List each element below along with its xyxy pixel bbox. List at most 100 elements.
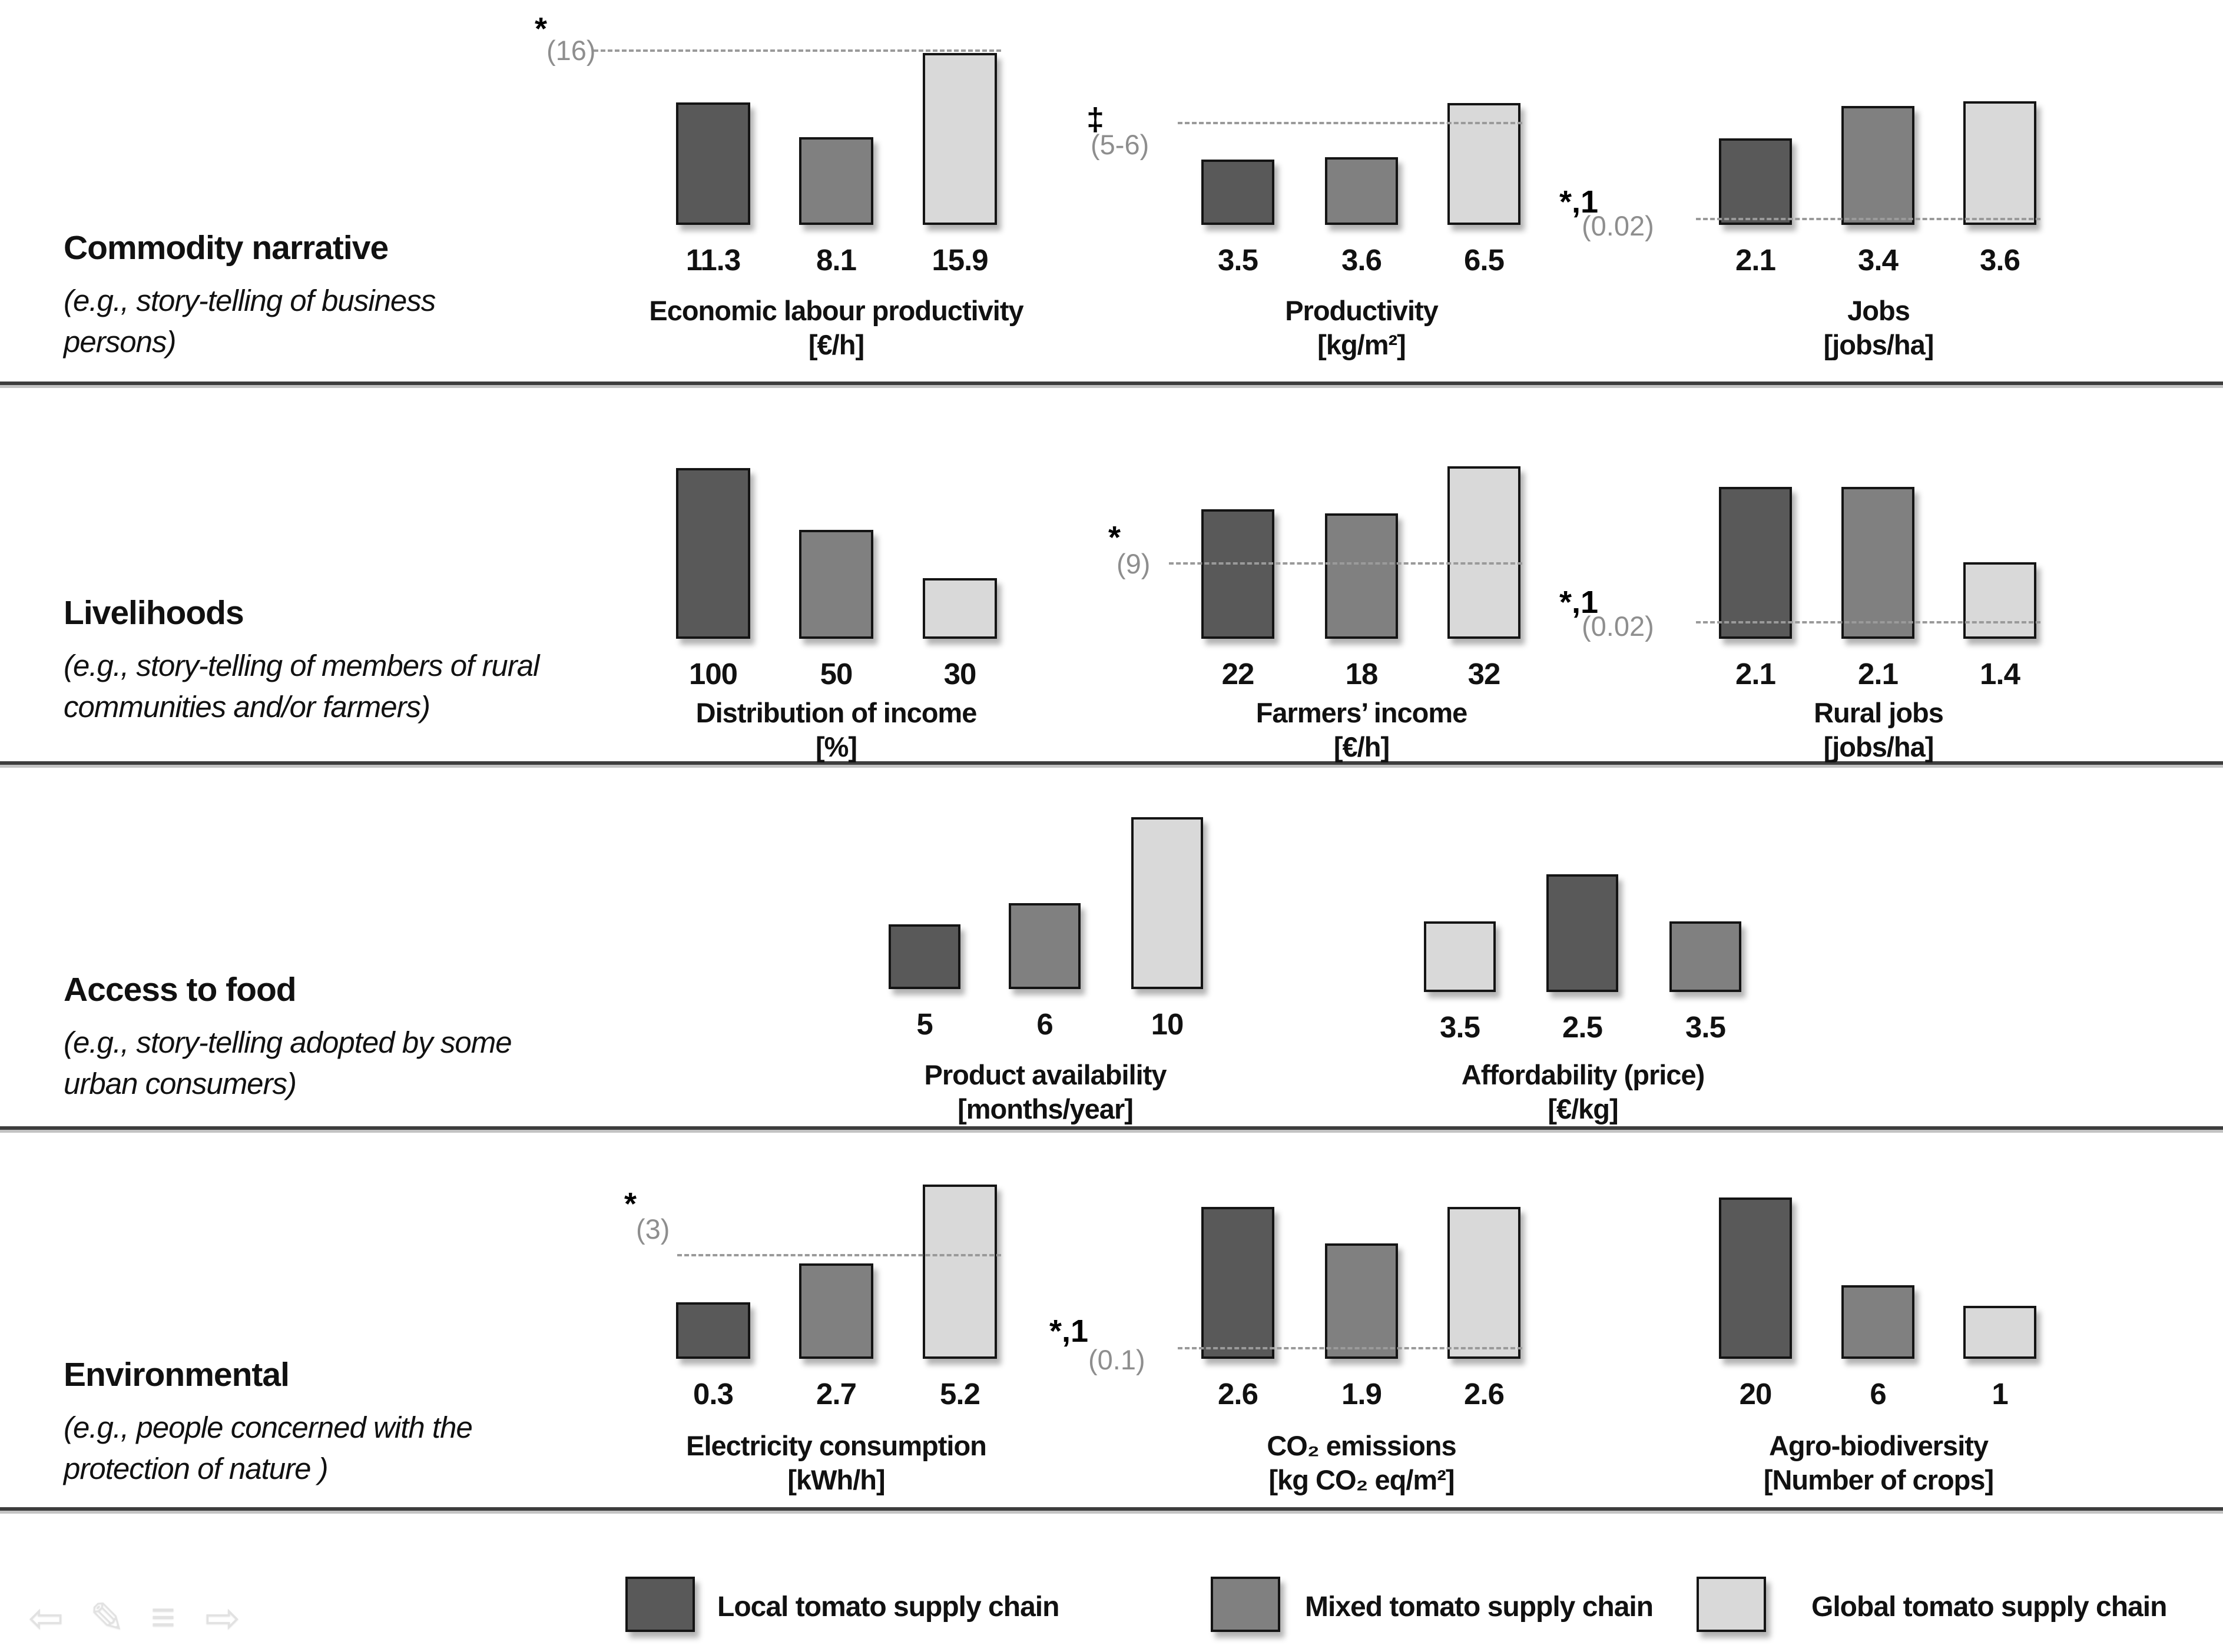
row-divider <box>0 1126 2223 1133</box>
bar-economic_labour_productivity-1 <box>799 137 873 225</box>
row-title: Livelihoods <box>64 594 244 632</box>
bar-value-label: 1.4 <box>1980 657 2020 691</box>
chart-title-affordability_price: Affordability (price) <box>1461 1059 1705 1090</box>
annotation-reference-value-productivity: (5-6) <box>1091 129 1149 160</box>
chart-title-distribution_of_income: Distribution of income <box>695 697 978 728</box>
row-label-environmental: Environmental (e.g., people concerned wi… <box>64 1355 511 1490</box>
bar-value-label: 11.3 <box>685 243 741 277</box>
annotation-reference-value-co2_emissions: (0.1) <box>1088 1344 1145 1375</box>
reference-dashed-line-jobs <box>1696 218 2040 220</box>
bar-value-label: 10 <box>1151 1007 1184 1041</box>
bar-value-label: 32 <box>1467 657 1501 691</box>
legend-label-local: Local tomato supply chain <box>717 1591 1059 1623</box>
bar-jobs-0 <box>1719 138 1792 225</box>
bar-value-label: 3.5 <box>1685 1010 1726 1044</box>
bar-value-label: 2.5 <box>1562 1010 1603 1044</box>
annotation-symbol-economic_labour_productivity: * <box>535 11 548 47</box>
row-label-livelihoods: Livelihoods (e.g., story-telling of memb… <box>64 593 552 728</box>
chart-unit-productivity: [kg/m²] <box>1317 329 1406 360</box>
chart-unit-affordability_price: [€/kg] <box>1548 1093 1618 1124</box>
bar-jobs-2 <box>1963 101 2036 225</box>
row-subtitle: (e.g., people concerned with the protect… <box>64 1411 473 1486</box>
row-label-access-to-food: Access to food (e.g., story-telling adop… <box>64 970 541 1105</box>
row-divider <box>0 382 2223 388</box>
bar-rural_jobs-2 <box>1963 562 2036 639</box>
bar-value-label: 3.6 <box>1980 243 2020 277</box>
legend-swatch-global <box>1697 1577 1766 1632</box>
reference-dashed-line-productivity <box>1178 122 1522 124</box>
bar-affordability_price-2 <box>1669 921 1741 992</box>
bar-productivity-1 <box>1325 157 1398 225</box>
forward-arrow-icon[interactable]: ⇨ <box>205 1595 241 1642</box>
bar-value-label: 6.5 <box>1464 243 1505 277</box>
bar-value-label: 2.6 <box>1464 1377 1505 1411</box>
bar-value-label: 100 <box>688 657 738 691</box>
chart-title-agro_biodiversity: Agro-biodiversity <box>1768 1430 1989 1461</box>
bar-farmers_income-0 <box>1201 509 1274 639</box>
bar-affordability_price-0 <box>1424 921 1496 992</box>
chart-title-product_availability: Product availability <box>924 1059 1167 1090</box>
bar-product_availability-1 <box>1009 903 1081 989</box>
bar-value-label: 6 <box>1870 1377 1886 1411</box>
bar-economic_labour_productivity-0 <box>676 102 750 225</box>
menu-icon[interactable]: ≡ <box>151 1594 176 1641</box>
bar-economic_labour_productivity-2 <box>923 53 997 225</box>
annotation-reference-value-rural_jobs: (0.02) <box>1582 611 1654 642</box>
bar-agro_biodiversity-2 <box>1963 1306 2036 1359</box>
bar-value-label: 2.6 <box>1218 1377 1258 1411</box>
chart-unit-jobs: [jobs/ha] <box>1823 329 1934 360</box>
row-subtitle: (e.g., story-telling of business persons… <box>64 284 436 359</box>
legend-swatch-local <box>625 1577 695 1632</box>
bar-value-label: 1.9 <box>1341 1377 1382 1411</box>
chart-unit-distribution_of_income: [%] <box>815 731 857 762</box>
row-title: Access to food <box>64 971 297 1009</box>
row-subtitle: (e.g., story-telling of members of rural… <box>64 649 539 724</box>
bar-co2_emissions-2 <box>1447 1207 1520 1359</box>
chart-unit-economic_labour_productivity: [€/h] <box>808 329 864 360</box>
bar-affordability_price-1 <box>1546 874 1618 992</box>
annotation-symbol-jobs: *,1 <box>1559 184 1599 220</box>
bar-value-label: 2.7 <box>816 1377 857 1411</box>
reference-dashed-line-farmers_income <box>1169 562 1522 565</box>
annotation-reference-value-farmers_income: (9) <box>1117 548 1151 579</box>
back-arrow-icon[interactable]: ⇦ <box>28 1595 64 1642</box>
bar-electricity_consumption-0 <box>676 1302 750 1359</box>
row-label-commodity-narrative: Commodity narrative (e.g., story-telling… <box>64 228 488 363</box>
annotation-symbol-rural_jobs: *,1 <box>1559 585 1599 620</box>
bar-rural_jobs-0 <box>1719 487 1792 639</box>
bar-distribution_of_income-2 <box>923 578 997 639</box>
reference-dashed-line-rural_jobs <box>1696 621 2040 623</box>
bar-value-label: 18 <box>1345 657 1379 691</box>
bar-value-label: 8.1 <box>816 243 857 277</box>
annotation-symbol-productivity: ‡ <box>1086 102 1105 137</box>
row-title: Environmental <box>64 1356 290 1394</box>
legend-label-global: Global tomato supply chain <box>1811 1591 2167 1623</box>
bar-co2_emissions-1 <box>1325 1243 1398 1359</box>
pen-icon[interactable]: ✎ <box>90 1595 125 1642</box>
bar-value-label: 3.5 <box>1218 243 1258 277</box>
row-divider <box>0 761 2223 768</box>
bar-value-label: 5 <box>916 1007 933 1041</box>
annotation-reference-value-economic_labour_productivity: (16) <box>546 35 596 66</box>
bar-value-label: 22 <box>1221 657 1255 691</box>
bar-value-label: 3.5 <box>1440 1010 1480 1044</box>
bar-product_availability-0 <box>889 924 960 989</box>
row-divider <box>0 1507 2223 1514</box>
bar-rural_jobs-1 <box>1841 487 1914 639</box>
bar-co2_emissions-0 <box>1201 1207 1274 1359</box>
bar-farmers_income-2 <box>1447 466 1520 639</box>
bar-distribution_of_income-0 <box>676 468 750 639</box>
bar-value-label: 20 <box>1739 1377 1773 1411</box>
chart-unit-product_availability: [months/year] <box>958 1093 1134 1124</box>
bar-agro_biodiversity-1 <box>1841 1285 1914 1359</box>
row-subtitle: (e.g., story-telling adopted by some urb… <box>64 1026 512 1101</box>
chart-unit-co2_emissions: [kg CO₂ eq/m²] <box>1268 1464 1455 1495</box>
annotation-symbol-co2_emissions: *,1 <box>1049 1313 1089 1349</box>
bar-electricity_consumption-2 <box>923 1185 997 1359</box>
annotation-symbol-farmers_income: * <box>1108 520 1121 555</box>
chart-title-rural_jobs: Rural jobs <box>1814 697 1944 728</box>
reference-dashed-line-co2_emissions <box>1178 1347 1522 1349</box>
bar-product_availability-2 <box>1131 817 1203 989</box>
chart-title-farmers_income: Farmers’ income <box>1255 697 1468 728</box>
